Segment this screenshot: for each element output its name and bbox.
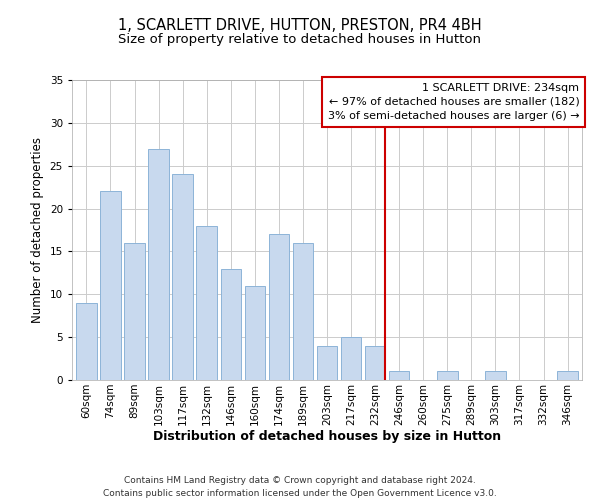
Bar — [245, 286, 265, 380]
Bar — [148, 148, 169, 380]
Bar — [389, 372, 409, 380]
Text: Contains HM Land Registry data © Crown copyright and database right 2024.
Contai: Contains HM Land Registry data © Crown c… — [103, 476, 497, 498]
Bar — [100, 192, 121, 380]
Text: 1 SCARLETT DRIVE: 234sqm
← 97% of detached houses are smaller (182)
3% of semi-d: 1 SCARLETT DRIVE: 234sqm ← 97% of detach… — [328, 83, 580, 121]
Bar — [196, 226, 217, 380]
Bar — [293, 243, 313, 380]
Text: 1, SCARLETT DRIVE, HUTTON, PRESTON, PR4 4BH: 1, SCARLETT DRIVE, HUTTON, PRESTON, PR4 … — [118, 18, 482, 32]
Bar — [341, 337, 361, 380]
Bar — [124, 243, 145, 380]
Bar — [437, 372, 458, 380]
Bar — [221, 268, 241, 380]
Y-axis label: Number of detached properties: Number of detached properties — [31, 137, 44, 323]
Bar — [76, 303, 97, 380]
Bar — [557, 372, 578, 380]
Bar — [485, 372, 506, 380]
Text: Size of property relative to detached houses in Hutton: Size of property relative to detached ho… — [119, 32, 482, 46]
Bar — [365, 346, 385, 380]
Bar — [269, 234, 289, 380]
Bar — [172, 174, 193, 380]
Bar — [317, 346, 337, 380]
X-axis label: Distribution of detached houses by size in Hutton: Distribution of detached houses by size … — [153, 430, 501, 444]
